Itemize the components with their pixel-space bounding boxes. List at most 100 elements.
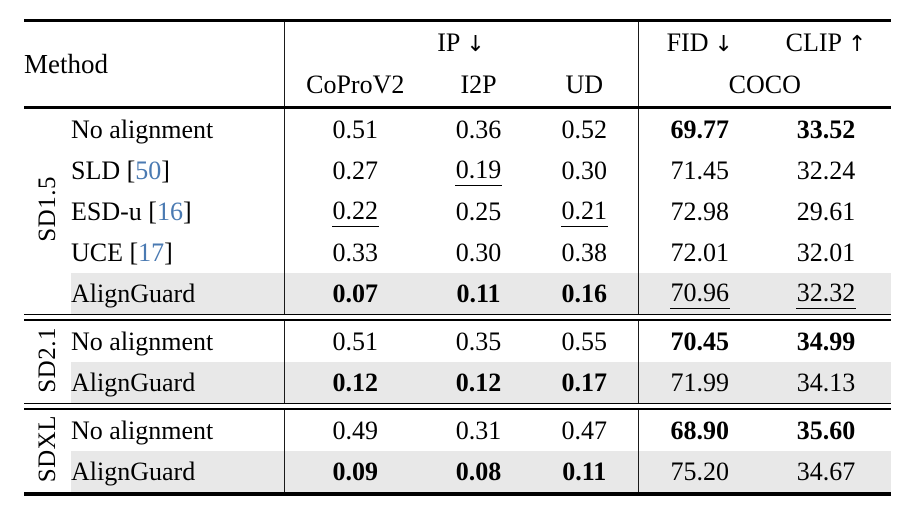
metric-value: 32.01: [796, 237, 856, 267]
metric-value-cell: 0.12: [426, 362, 531, 403]
metric-value-cell: 0.12: [283, 362, 426, 403]
metric-value-cell: 0.35: [426, 321, 531, 362]
method-cell: AlignGuard: [71, 362, 284, 403]
header-method: Method: [24, 22, 284, 106]
metric-value: 34.99: [796, 326, 856, 356]
citation-link[interactable]: 50: [135, 155, 162, 185]
table-row: AlignGuard 0.07 0.11 0.16 70.96 32.32: [24, 273, 891, 314]
method-cell: AlignGuard: [71, 273, 284, 314]
metric-value-cell: 34.13: [761, 362, 891, 403]
metric-value-cell: 0.52: [531, 109, 638, 150]
metric-value: 72.01: [670, 237, 730, 267]
table-row: AlignGuard 0.09 0.08 0.11 75.20 34.67: [24, 451, 891, 492]
metric-value: 0.55: [561, 326, 608, 356]
header-clip: CLIP ↑: [761, 22, 891, 64]
metric-value-cell: 0.25: [426, 191, 531, 232]
metric-value-cell: 0.30: [531, 150, 638, 191]
metric-value: 68.90: [670, 415, 730, 445]
metric-value: 0.12: [455, 367, 502, 397]
metric-value-cell: 0.33: [283, 232, 426, 273]
header-ip-group: IP ↓: [283, 22, 638, 64]
metric-value: 71.99: [670, 367, 730, 397]
metric-value: 0.27: [332, 155, 379, 185]
metric-value-cell: 0.51: [283, 321, 426, 362]
metric-value: 35.60: [796, 415, 856, 445]
section-separator-rule: [24, 403, 891, 410]
metric-value-cell: 0.16: [531, 273, 638, 314]
citation-link[interactable]: 17: [138, 237, 165, 267]
citation-link[interactable]: 16: [156, 196, 183, 226]
metric-value-cell: 0.11: [531, 451, 638, 492]
metric-value: 34.13: [796, 367, 856, 397]
up-arrow-icon: ↑: [847, 32, 867, 57]
metric-value-cell: 69.77: [637, 109, 761, 150]
metric-value-cell: 0.47: [531, 410, 638, 451]
metric-value-cell: 32.24: [761, 150, 891, 191]
header-coprov2: CoProV2: [283, 64, 426, 106]
metric-value: 32.32: [795, 278, 857, 309]
metric-value: 33.52: [796, 114, 856, 144]
table-row: SDXL No alignment 0.49 0.31 0.47 68.90 35.60: [24, 410, 891, 482]
table-row: SD2.1 No alignment 0.51 0.35 0.55 70.45 34.99: [24, 321, 891, 392]
metric-value-cell: 0.49: [283, 410, 426, 451]
header-i2p: I2P: [460, 70, 497, 99]
metric-value: 0.19: [454, 155, 503, 186]
header-clip-label: CLIP: [785, 28, 842, 57]
metric-value: 0.49: [332, 415, 379, 445]
header-rule: [24, 106, 891, 109]
metric-value-cell: 35.60: [761, 410, 891, 451]
metric-value-cell: 0.07: [283, 273, 426, 314]
section-sd1.5: SD1.5 No alignment 0.51 0.36 0.52 69.77 33.52 S…: [24, 109, 891, 314]
metric-value: 0.36: [455, 114, 502, 144]
metric-value-cell: 34.99: [761, 321, 891, 362]
table-row: ESD-u [16] 0.22 0.25 0.21 72.98 29.61: [24, 191, 891, 232]
metric-value: 0.16: [561, 278, 608, 308]
metric-value: 70.45: [670, 326, 730, 356]
metric-value-cell: 0.30: [426, 232, 531, 273]
metric-value-cell: 0.31: [426, 410, 531, 451]
metric-value: 0.09: [332, 456, 379, 486]
results-table: Method IP ↓ FID ↓ CLIP ↑ CoProV2 I2P UD COC…: [24, 19, 891, 496]
down-arrow-icon: ↓: [714, 32, 733, 57]
metric-value: 0.30: [455, 237, 502, 267]
method-cell: No alignment: [71, 326, 214, 356]
table-row: UCE [17] 0.33 0.30 0.38 72.01 32.01: [24, 232, 891, 273]
metric-value: 0.22: [331, 196, 379, 227]
metric-value-cell: 0.11: [426, 273, 531, 314]
metric-value-cell: 29.61: [761, 191, 891, 232]
metric-value: 70.96: [669, 278, 730, 309]
metric-value: 72.98: [670, 196, 730, 226]
model-group-label-text: SD1.5: [34, 176, 61, 242]
down-arrow-icon: ↓: [466, 32, 485, 57]
metric-value: 34.67: [796, 456, 856, 486]
metric-value: 0.52: [561, 114, 608, 144]
section-separator-rule: [24, 314, 891, 321]
metric-value: 0.12: [332, 367, 379, 397]
header-ud: UD: [565, 70, 604, 99]
metric-value: 0.51: [332, 114, 379, 144]
metric-value: 0.30: [561, 155, 608, 185]
metric-value: 0.07: [332, 278, 379, 308]
model-group-label: SDXL: [24, 410, 71, 492]
metric-value-cell: 72.01: [637, 232, 761, 273]
model-group-label: SD1.5: [24, 109, 71, 314]
metric-value: 0.35: [455, 326, 502, 356]
metric-value-cell: 75.20: [637, 451, 761, 492]
method-cell: No alignment: [71, 415, 214, 445]
metric-value: 0.33: [332, 237, 379, 267]
metric-value-cell: 72.98: [637, 191, 761, 232]
bottom-rule: [24, 492, 891, 496]
metric-value-cell: 0.51: [283, 109, 426, 150]
metric-value: 75.20: [670, 456, 730, 486]
table-row: SLD [50] 0.27 0.19 0.30 71.45 32.24: [24, 150, 891, 191]
table-row: SD1.5 No alignment 0.51 0.36 0.52 69.77 33.52: [24, 109, 891, 242]
model-group-label: SD2.1: [24, 321, 71, 403]
method-cell: ESD-u [16]: [71, 196, 192, 226]
header-method-label: Method: [24, 48, 108, 79]
metric-value: 0.17: [561, 367, 608, 397]
metric-value-cell: 0.38: [531, 232, 638, 273]
section-sd2.1: SD2.1 No alignment 0.51 0.35 0.55 70.45 34.99 A…: [24, 321, 891, 403]
metric-value-cell: 0.19: [426, 150, 531, 191]
header-ip-label: IP: [437, 28, 461, 57]
metric-value-cell: 70.96: [637, 273, 761, 314]
